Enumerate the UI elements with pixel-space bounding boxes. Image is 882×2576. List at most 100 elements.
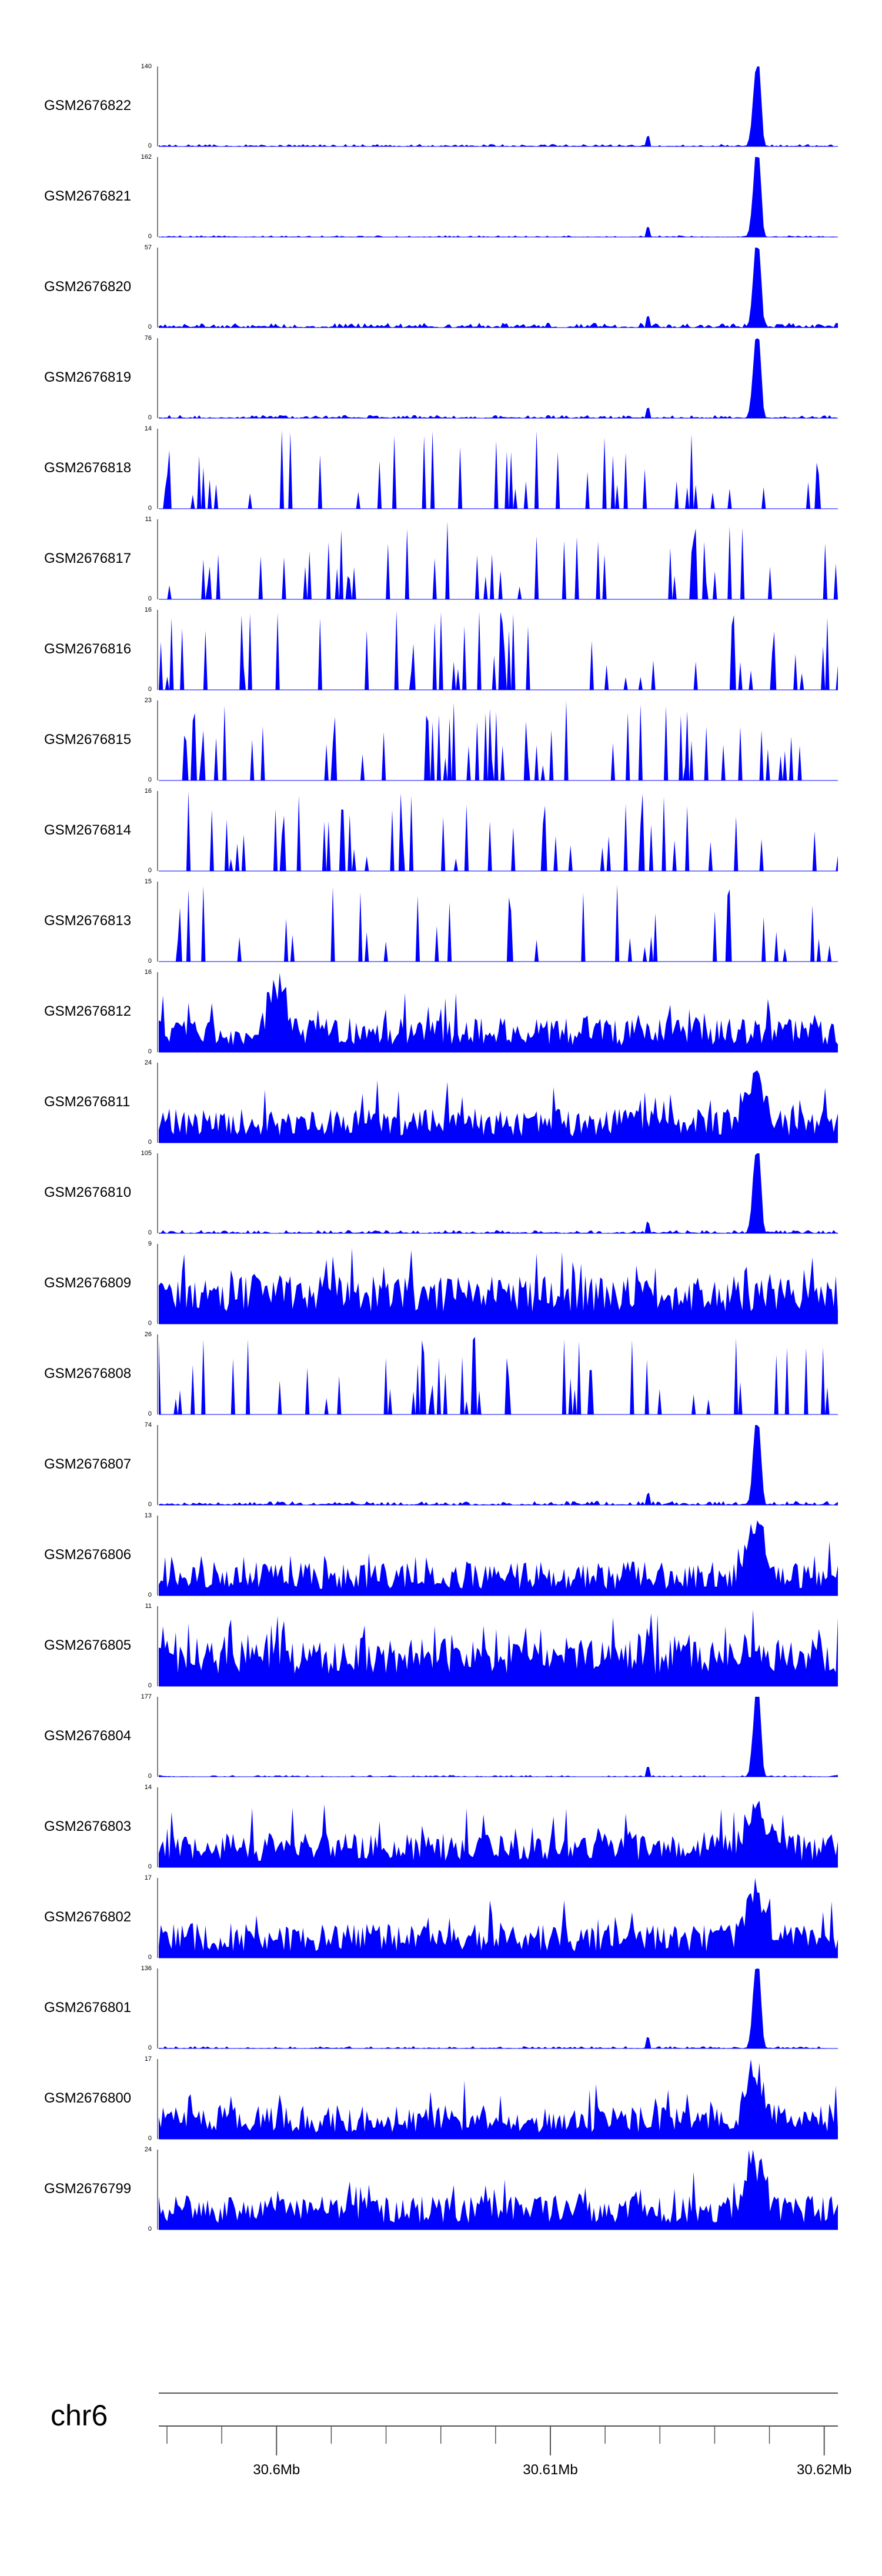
coverage-area — [159, 1070, 838, 1143]
y-min-label: 0 — [148, 686, 152, 693]
coverage-area — [159, 610, 838, 690]
y-min-label: 0 — [148, 1139, 152, 1146]
track-label: GSM2676804 — [44, 1728, 132, 1744]
track-label: GSM2676817 — [44, 550, 132, 566]
coverage-area — [159, 1337, 838, 1414]
y-min-label: 0 — [148, 1410, 152, 1417]
y-max-label: 177 — [141, 1693, 152, 1700]
y-min-label: 0 — [148, 1682, 152, 1689]
y-max-label: 11 — [145, 1603, 152, 1610]
y-max-label: 11 — [145, 516, 152, 523]
coverage-area — [159, 1520, 838, 1596]
y-min-label: 0 — [148, 1591, 152, 1599]
y-min-label: 0 — [148, 2044, 152, 2051]
chromosome-label: chr6 — [51, 2399, 108, 2432]
x-tick-label: 30.61Mb — [523, 2462, 578, 2478]
coverage-area — [159, 973, 838, 1052]
track-label: GSM2676806 — [44, 1547, 132, 1563]
track-label: GSM2676802 — [44, 1909, 132, 1925]
y-min-label: 0 — [148, 1501, 152, 1508]
track-label: GSM2676814 — [44, 822, 132, 838]
y-min-label: 0 — [148, 505, 152, 512]
track-label: GSM2676801 — [44, 2000, 132, 2016]
y-min-label: 0 — [148, 595, 152, 602]
y-min-label: 0 — [148, 414, 152, 421]
y-min-label: 0 — [148, 1954, 152, 1961]
y-max-label: 15 — [144, 878, 152, 885]
y-max-label: 23 — [144, 697, 152, 704]
coverage-area — [159, 1425, 838, 1505]
y-max-label: 17 — [144, 2056, 152, 2063]
y-max-label: 74 — [144, 1422, 152, 1429]
y-min-label: 0 — [148, 957, 152, 965]
y-max-label: 13 — [144, 1512, 152, 1519]
coverage-area — [159, 2059, 838, 2139]
track-label: GSM2676810 — [44, 1184, 132, 1200]
coverage-area — [159, 248, 838, 328]
y-max-label: 9 — [148, 1240, 152, 1247]
y-min-label: 0 — [148, 233, 152, 240]
coverage-area — [159, 1878, 838, 1958]
track-label: GSM2676818 — [44, 460, 132, 476]
y-min-label: 0 — [148, 1320, 152, 1327]
coverage-area — [159, 1247, 838, 1324]
y-min-label: 0 — [148, 142, 152, 149]
y-max-label: 162 — [141, 154, 152, 161]
track-label: GSM2676803 — [44, 1818, 132, 1834]
y-min-label: 0 — [148, 2225, 152, 2233]
track-label: GSM2676813 — [44, 913, 132, 929]
y-min-label: 0 — [148, 1229, 152, 1236]
track-label: GSM2676816 — [44, 641, 132, 657]
y-min-label: 0 — [148, 323, 152, 331]
coverage-area — [159, 884, 838, 962]
x-tick-label: 30.6Mb — [253, 2462, 300, 2478]
y-max-label: 16 — [144, 606, 152, 613]
track-label: GSM2676821 — [44, 188, 132, 204]
coverage-area — [159, 521, 838, 599]
y-min-label: 0 — [148, 776, 152, 783]
coverage-area — [159, 338, 838, 418]
coverage-area — [159, 1800, 838, 1867]
y-max-label: 105 — [141, 1150, 152, 1157]
track-label: GSM2676812 — [44, 1003, 132, 1019]
coverage-area — [159, 1609, 838, 1686]
coverage-area — [159, 791, 838, 871]
coverage-area — [159, 2150, 838, 2230]
y-min-label: 0 — [148, 1773, 152, 1780]
track-label: GSM2676799 — [44, 2181, 132, 2197]
y-min-label: 0 — [148, 1863, 152, 1870]
y-max-label: 76 — [144, 335, 152, 342]
coverage-area — [159, 700, 838, 780]
y-max-label: 140 — [141, 63, 152, 70]
y-min-label: 0 — [148, 2135, 152, 2142]
track-label: GSM2676819 — [44, 369, 132, 385]
y-max-label: 16 — [144, 969, 152, 976]
y-max-label: 17 — [144, 1874, 152, 1881]
coverage-area — [159, 1968, 838, 2048]
y-min-label: 0 — [148, 1048, 152, 1055]
track-label: GSM2676807 — [44, 1456, 132, 1472]
track-label: GSM2676811 — [44, 1094, 131, 1110]
y-max-label: 14 — [144, 1784, 152, 1791]
track-label: GSM2676815 — [44, 732, 132, 748]
x-tick-label: 30.62Mb — [797, 2462, 852, 2478]
y-max-label: 26 — [144, 1331, 152, 1338]
coverage-area — [159, 1697, 838, 1777]
y-max-label: 24 — [144, 1059, 152, 1066]
track-label: GSM2676822 — [44, 98, 132, 114]
y-min-label: 0 — [148, 867, 152, 874]
track-label: GSM2676809 — [44, 1275, 132, 1291]
coverage-area — [159, 429, 838, 509]
coverage-area — [159, 1153, 838, 1233]
coverage-area — [159, 66, 838, 146]
track-label: GSM2676808 — [44, 1366, 132, 1382]
track-label: GSM2676820 — [44, 279, 132, 295]
y-max-label: 16 — [144, 788, 152, 795]
y-max-label: 57 — [144, 244, 152, 251]
y-max-label: 14 — [144, 425, 152, 432]
track-label: GSM2676805 — [44, 1637, 132, 1653]
y-max-label: 136 — [141, 1965, 152, 1972]
y-max-label: 24 — [144, 2146, 152, 2153]
